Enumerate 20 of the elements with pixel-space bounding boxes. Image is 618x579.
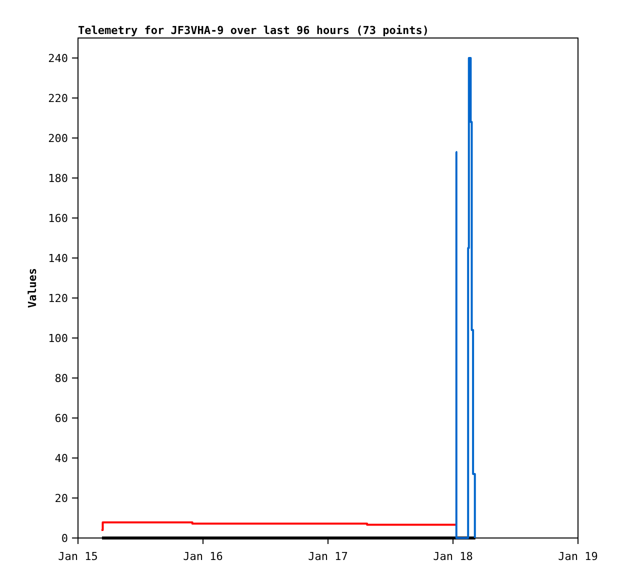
- y-tick-label: 60: [54, 412, 68, 425]
- y-tick-label: 160: [48, 212, 68, 225]
- x-tick-label: Jan 16: [183, 550, 223, 563]
- y-tick-label: 40: [54, 452, 68, 465]
- y-tick-label: 140: [48, 252, 68, 265]
- y-tick-label: 220: [48, 92, 68, 105]
- y-tick-label: 200: [48, 132, 68, 145]
- y-axis-title: Values: [26, 268, 39, 308]
- y-tick-label: 20: [54, 492, 68, 505]
- x-tick-label: Jan 17: [308, 550, 348, 563]
- y-tick-label: 0: [61, 532, 68, 545]
- x-tick-label: Jan 15: [58, 550, 98, 563]
- x-tick-label: Jan 18: [433, 550, 473, 563]
- y-tick-label: 120: [48, 292, 68, 305]
- chart-title: Telemetry for JF3VHA-9 over last 96 hours (73 points): [78, 24, 429, 37]
- y-tick-label: 240: [48, 52, 68, 65]
- y-tick-label: 100: [48, 332, 68, 345]
- x-tick-label: Jan 19: [558, 550, 598, 563]
- y-tick-label: 180: [48, 172, 68, 185]
- y-tick-label: 80: [54, 372, 68, 385]
